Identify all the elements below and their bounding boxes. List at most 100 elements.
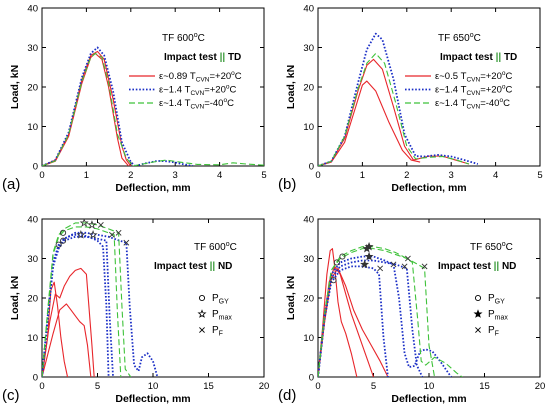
legend-temp-sub: CVN — [190, 104, 204, 111]
chart-subtitle: Impact test || TD — [164, 52, 241, 63]
chart-title: TF 600oC — [162, 32, 205, 44]
y-tick-label: 0 — [309, 373, 314, 384]
legend-temp: T — [185, 85, 191, 96]
x-tick-label: 10 — [148, 381, 159, 392]
legend-temp-unit: C — [503, 98, 510, 109]
subtitle-parallel: || — [210, 261, 218, 272]
chart-title-sup: o — [502, 241, 506, 248]
chart-subtitle: Impact test || ND — [154, 261, 232, 272]
y-tick-label: 40 — [27, 4, 38, 15]
open-star-icon — [197, 309, 207, 318]
y-tick-label: 40 — [303, 215, 314, 226]
subtitle-main: Impact test — [154, 261, 210, 272]
marker-cross — [109, 231, 115, 238]
series-line-red-2 — [318, 267, 389, 377]
legend: PGY Pmax PF — [197, 293, 232, 338]
panel-label: (d) — [278, 387, 296, 404]
legend-p-sub: max — [495, 315, 509, 322]
marker-star — [364, 251, 374, 261]
x-tick-label: 10 — [424, 381, 435, 392]
legend-p-sub: GY — [495, 299, 505, 306]
y-tick-label: 10 — [303, 333, 314, 344]
chart-subtitle: Impact test || TD — [440, 52, 517, 63]
marker-cross — [377, 265, 384, 272]
x-tick-label: 2 — [128, 170, 133, 181]
legend-strain: ε~1.4 — [435, 85, 461, 96]
x-tick-label: 0 — [39, 381, 44, 392]
marker-cross — [401, 263, 408, 270]
legend-entry: ε~0.5 TCVN=+20oC — [435, 70, 512, 84]
legend-strain: ε~1.4 — [159, 98, 185, 109]
series-line-blue-3 — [135, 159, 194, 166]
legend-p: P — [212, 325, 219, 336]
marker-star — [76, 230, 86, 239]
legend-temp-sub: CVN — [466, 90, 480, 97]
y-tick-label: 30 — [27, 254, 38, 265]
chart-panel-0: 0 1 2 3 4 5 0 10 20 30 40 Deflection, mm Load, kN (a)… — [2, 4, 267, 195]
legend-entry: Pmax — [212, 309, 232, 322]
x-tick-label: 5 — [95, 381, 100, 392]
x-tick-label: 15 — [479, 381, 490, 392]
marker-star — [79, 218, 89, 227]
series-line-red-2 — [42, 303, 92, 377]
y-axis-label: Load, kN — [9, 65, 21, 109]
chart-title-main: TF 650 — [438, 33, 470, 44]
x-tick-label: 15 — [203, 381, 214, 392]
legend-temp-sub: CVN — [196, 77, 210, 84]
chart-title-main: TF 600 — [194, 242, 226, 253]
chart-title-sup: o — [226, 241, 230, 248]
series-group — [318, 32, 479, 166]
legend-temp-sub: CVN — [190, 90, 204, 97]
chart-title-unit: C — [506, 242, 513, 253]
legend-temp-sup: o — [502, 84, 506, 91]
legend-p: P — [488, 309, 495, 320]
x-tick-label: 4 — [217, 170, 222, 181]
chart-title-unit: C — [230, 242, 237, 253]
legend-entry: PGY — [212, 293, 229, 306]
legend-temp-val: =+20 — [204, 85, 226, 96]
y-tick-label: 20 — [303, 83, 314, 94]
x-tick-label: 1 — [84, 170, 89, 181]
cross-icon — [475, 327, 481, 333]
x-tick-label: 0 — [315, 381, 320, 392]
chart-title: TF 650oC — [470, 241, 513, 253]
legend-temp-sup: o — [223, 97, 227, 104]
legend-temp-unit: C — [505, 71, 512, 82]
subtitle-direction: TD — [504, 52, 517, 63]
chart-panel-1: 0 1 2 3 4 5 0 10 20 30 40 Deflection, mm Load, kN (b)… — [278, 4, 543, 195]
legend-strain: ε~1.4 — [435, 98, 461, 109]
chart-title-sup: o — [470, 32, 474, 39]
marker-star — [87, 220, 97, 229]
x-tick-label: 4 — [493, 170, 498, 181]
subtitle-main: Impact test — [440, 52, 496, 63]
series-line-blue-5 — [42, 235, 114, 377]
x-axis-label: Deflection, mm — [391, 393, 466, 405]
marker-cross — [421, 263, 428, 270]
legend-temp-sup: o — [499, 97, 503, 104]
filled-star-icon — [473, 309, 483, 318]
chart-title-unit: C — [474, 33, 481, 44]
series-line-blue-3 — [42, 233, 110, 377]
legend-temp-val: =+20 — [480, 71, 502, 82]
series-line-red-0 — [318, 80, 421, 166]
legend-strain: ε~1.4 — [159, 85, 185, 96]
panel-label: (c) — [2, 387, 20, 404]
chart-title: TF 650oC — [438, 32, 481, 44]
legend-temp-sup: o — [226, 84, 230, 91]
legend-temp: T — [461, 98, 467, 109]
legend-temp-val: =-40 — [480, 98, 499, 109]
series-line-green-6 — [318, 246, 463, 377]
legend-entry: ε~1.4 TCVN=+20oC — [159, 84, 236, 98]
legend-entry: ε~1.4 TCVN=-40oC — [435, 97, 510, 111]
x-tick-label: 2 — [404, 170, 409, 181]
legend-entry: PF — [488, 325, 499, 338]
chart-title-sup: o — [194, 32, 198, 39]
marker-cross — [97, 222, 104, 228]
legend-entry: PF — [212, 325, 223, 338]
x-tick-label: 20 — [535, 381, 546, 392]
marker-circle — [60, 237, 67, 244]
series-line-blue-2 — [42, 46, 136, 166]
